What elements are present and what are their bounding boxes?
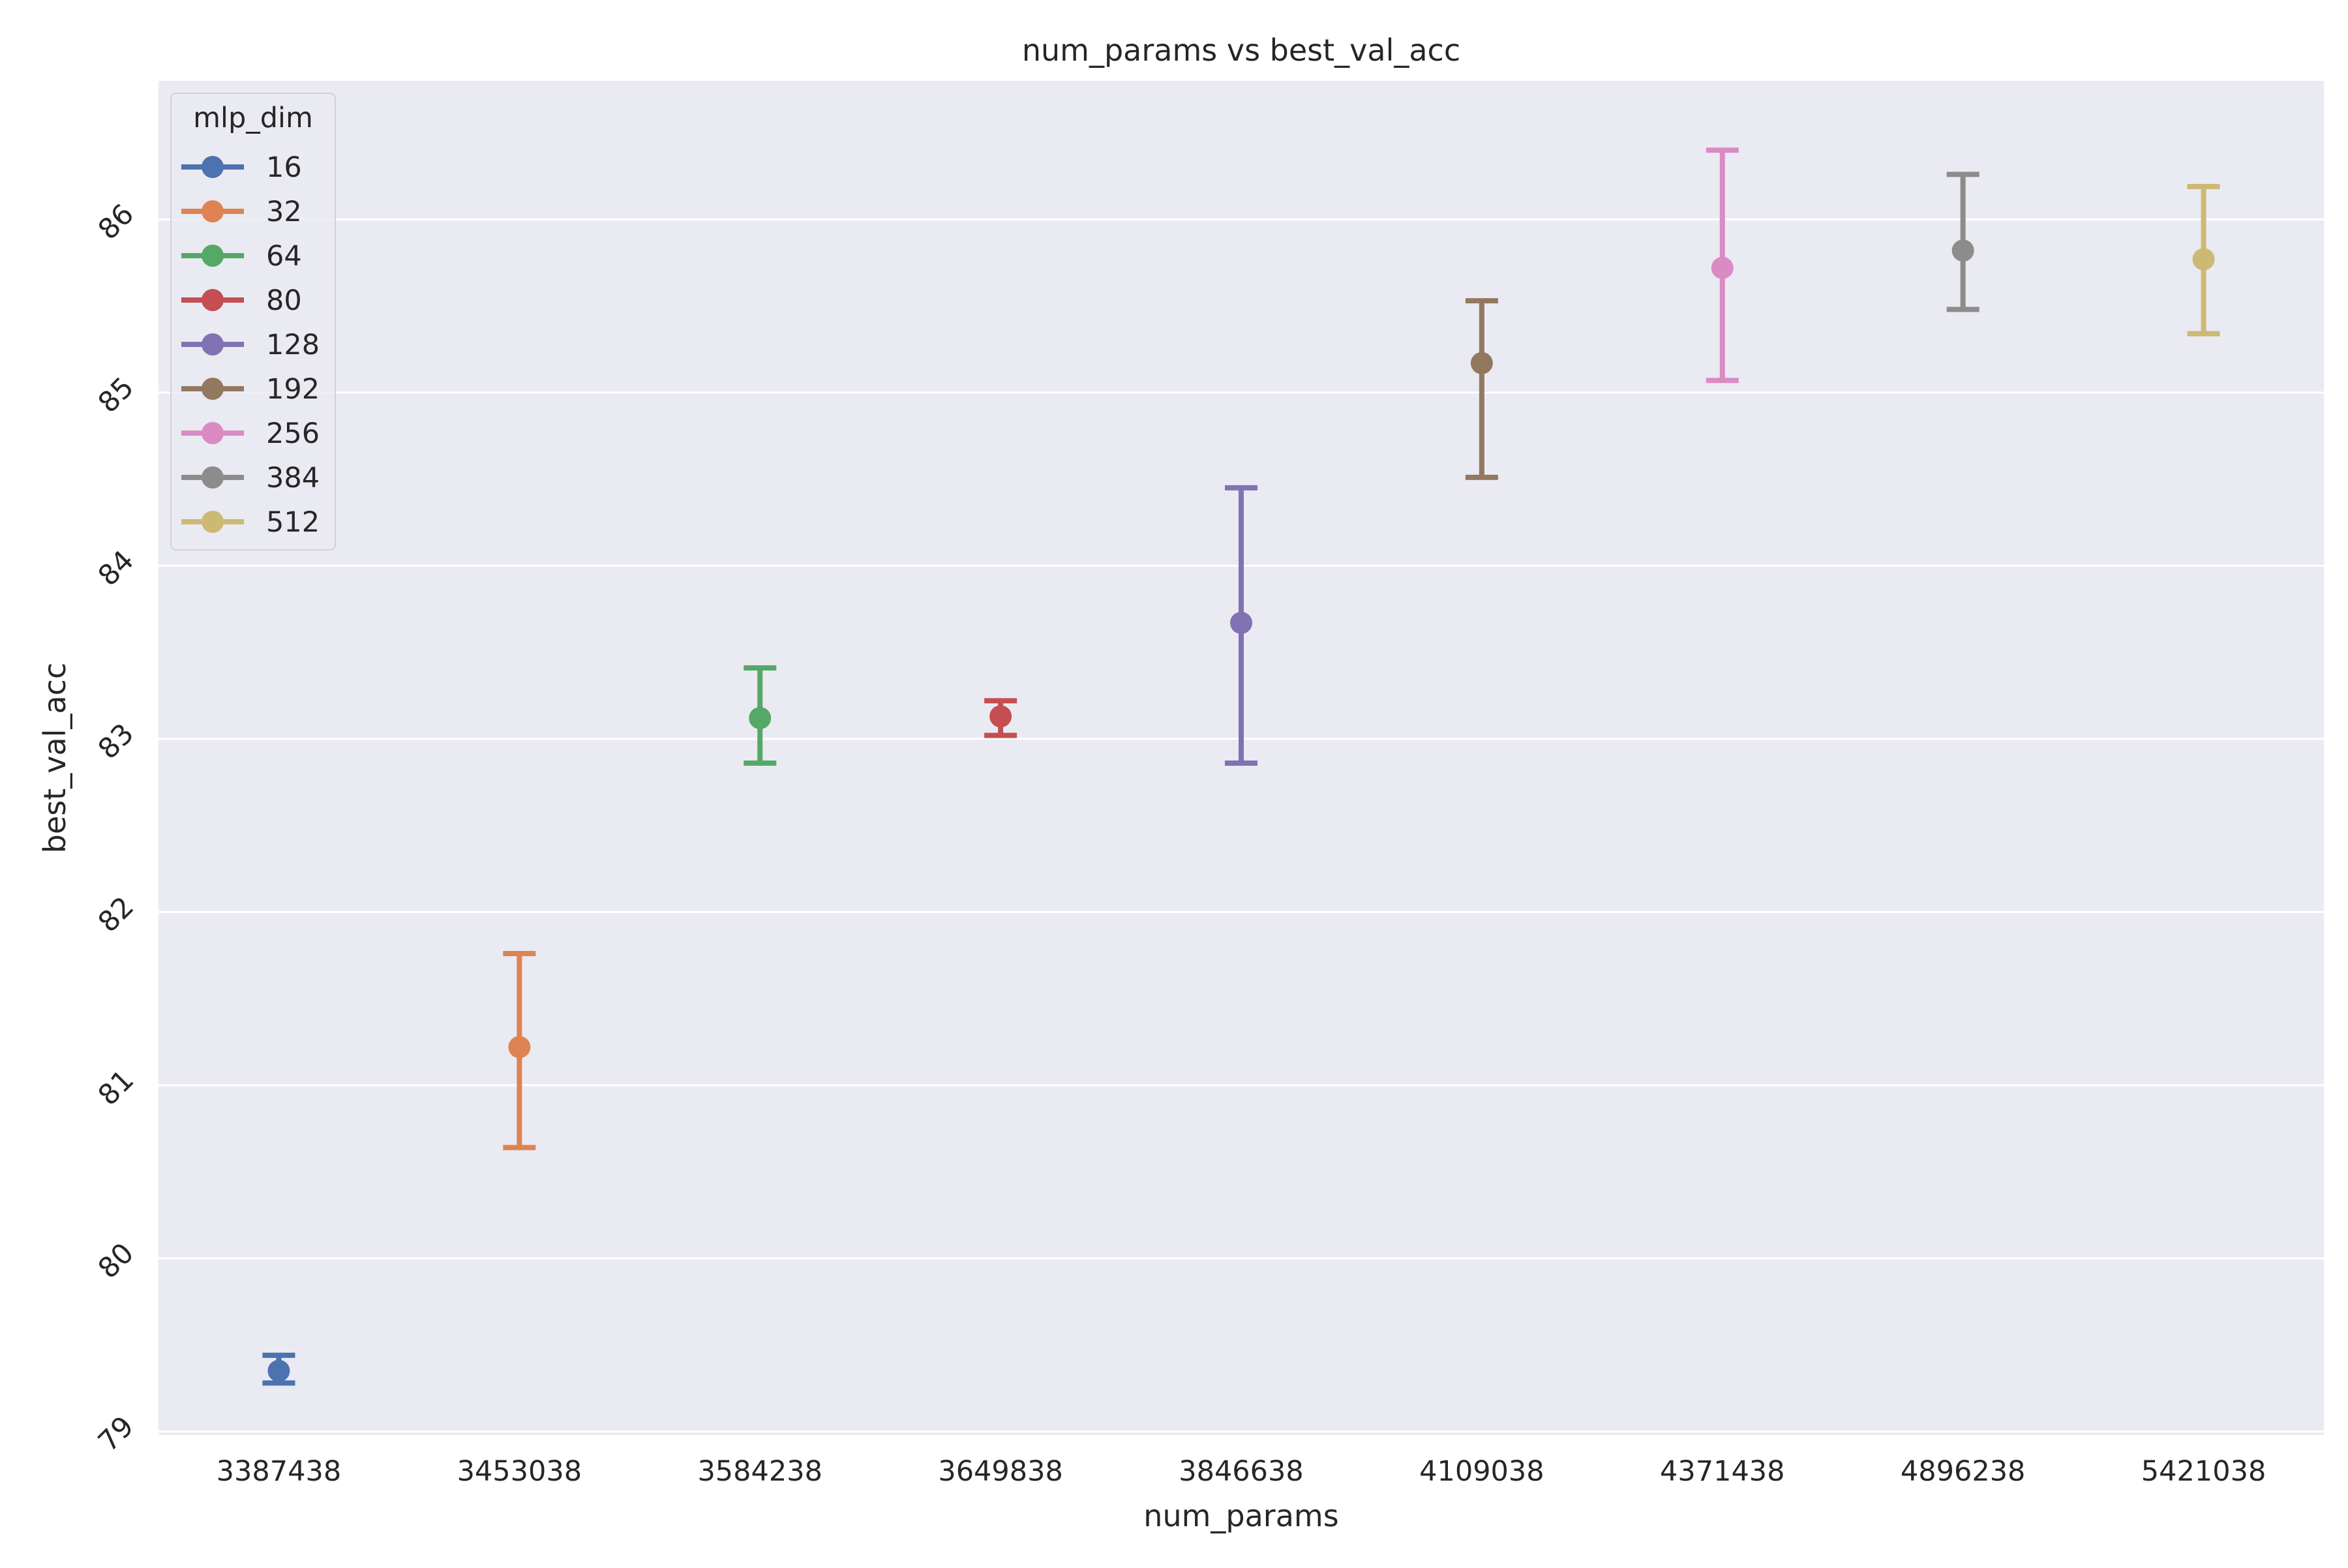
legend-label: 16 xyxy=(266,151,302,184)
legend-label: 64 xyxy=(266,240,302,273)
legend-marker xyxy=(202,245,224,267)
x-tick-label: 4109038 xyxy=(1419,1455,1544,1488)
series-512 xyxy=(2187,183,2220,337)
data-point xyxy=(1711,256,1734,279)
legend-label: 80 xyxy=(266,284,302,317)
x-tick-label: 4371438 xyxy=(1660,1455,1785,1488)
data-point xyxy=(1951,239,1974,262)
data-marks xyxy=(262,147,2220,1386)
series-256 xyxy=(1706,147,1739,384)
x-axis-label: num_params xyxy=(1143,1498,1338,1533)
legend-marker xyxy=(202,422,224,444)
series-80 xyxy=(984,698,1017,738)
y-axis-label: best_val_acc xyxy=(37,663,72,853)
legend-item: 32 xyxy=(181,196,302,228)
data-point xyxy=(2192,248,2215,271)
series-384 xyxy=(1946,172,1979,312)
data-point xyxy=(508,1036,531,1059)
data-point xyxy=(267,1359,290,1382)
data-point xyxy=(1470,352,1493,374)
series-192 xyxy=(1465,298,1498,480)
legend-title: mlp_dim xyxy=(193,102,313,134)
x-tick-label: 3387438 xyxy=(217,1455,342,1488)
x-axis-ticks: 3387438 3453038 3584238 3649838 3846638 41090… xyxy=(217,1455,2266,1488)
legend-marker xyxy=(202,289,224,311)
x-tick-label: 3453038 xyxy=(457,1455,582,1488)
legend-label: 32 xyxy=(266,196,302,228)
series-16 xyxy=(262,1352,295,1386)
legend-item: 192 xyxy=(181,373,320,406)
series-128 xyxy=(1225,485,1257,766)
legend-item: 384 xyxy=(181,462,320,494)
legend-marker xyxy=(202,378,224,400)
series-64 xyxy=(744,665,777,766)
legend-item: 80 xyxy=(181,284,302,317)
legend-marker xyxy=(202,511,224,533)
legend-marker xyxy=(202,200,224,222)
x-tick-label: 5421038 xyxy=(2141,1455,2266,1488)
legend-item: 128 xyxy=(181,329,320,361)
legend-marker xyxy=(202,333,224,355)
legend-marker xyxy=(202,466,224,489)
data-point xyxy=(989,705,1012,728)
legend-item: 512 xyxy=(181,506,320,539)
series-32 xyxy=(503,950,536,1151)
legend-item: 64 xyxy=(181,240,302,273)
data-point xyxy=(749,706,772,729)
legend-label: 384 xyxy=(266,462,320,494)
legend-item: 16 xyxy=(181,151,302,184)
legend: mlp_dim 16 32 64 80 128 192 256 384 512 xyxy=(170,93,336,550)
legend-marker xyxy=(202,156,224,178)
data-point xyxy=(1230,611,1252,634)
legend-label: 128 xyxy=(266,329,320,361)
x-tick-label: 4896238 xyxy=(1901,1455,2026,1488)
legend-label: 256 xyxy=(266,417,320,450)
legend-items: 16 32 64 80 128 192 256 384 512 xyxy=(181,151,320,539)
legend-label: 192 xyxy=(266,373,320,406)
legend-item: 256 xyxy=(181,417,320,450)
legend-label: 512 xyxy=(266,506,320,539)
x-tick-label: 3649838 xyxy=(938,1455,1063,1488)
x-tick-label: 3584238 xyxy=(697,1455,822,1488)
chart-title: num_params vs best_val_acc xyxy=(1022,33,1460,68)
x-tick-label: 3846638 xyxy=(1179,1455,1304,1488)
